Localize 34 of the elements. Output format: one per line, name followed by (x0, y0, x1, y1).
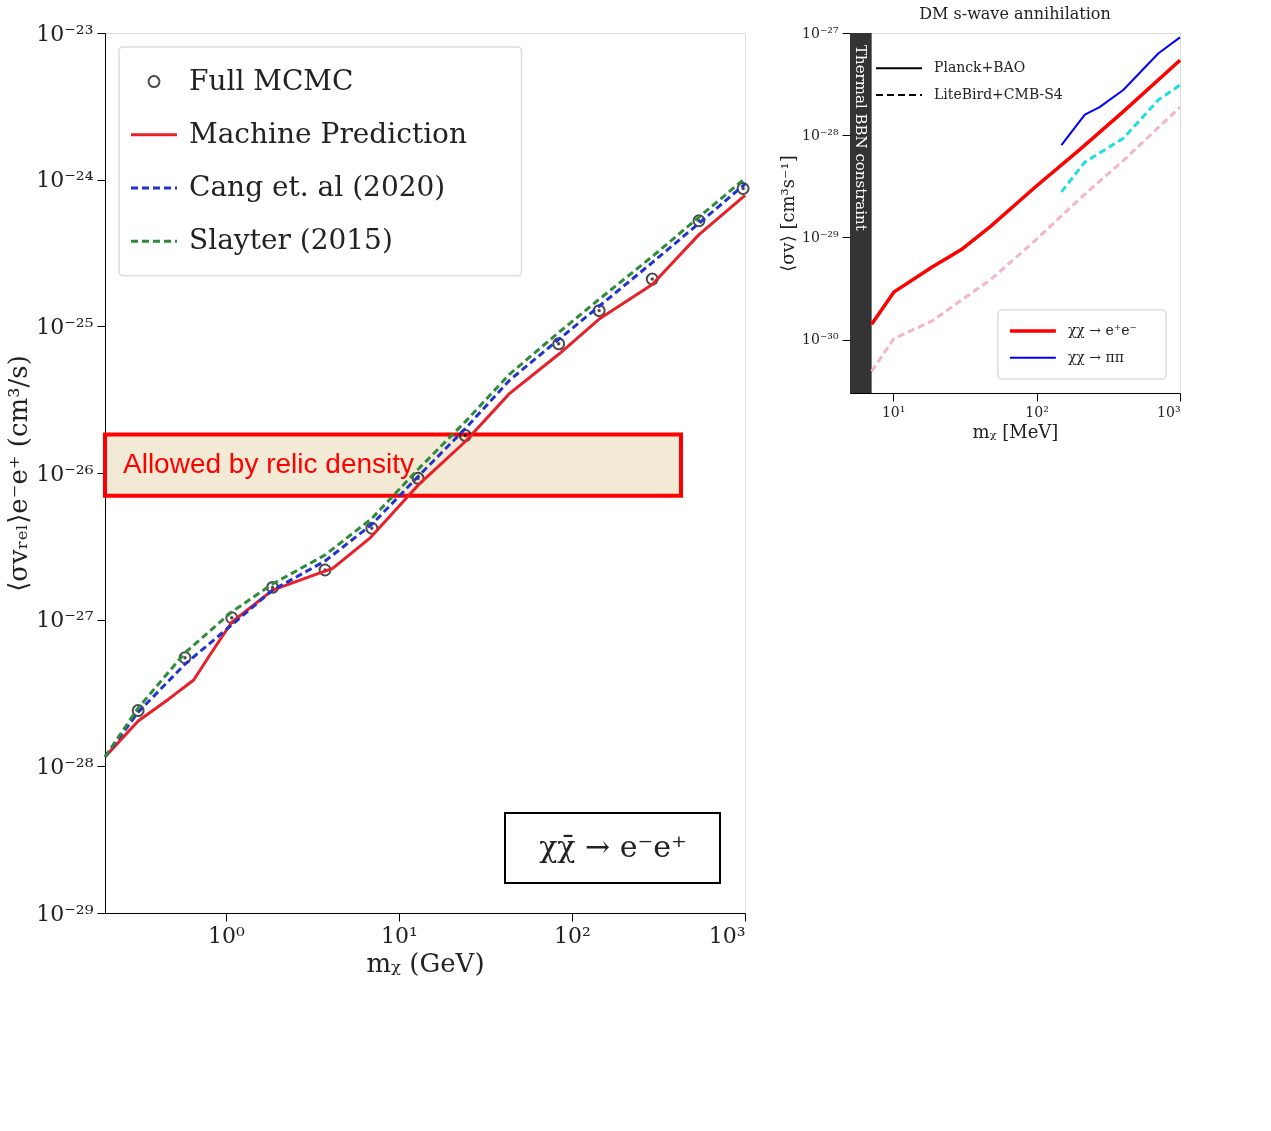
legend-label: χχ → e⁺e⁻ (1067, 322, 1137, 339)
x-axis-title: mᵪ [MeV] (972, 420, 1059, 442)
y-tick-label: 10⁻²⁴ (36, 167, 94, 193)
band-label: Allowed by relic density (123, 448, 415, 480)
annotation: χχ̄ → e⁻e⁺ (539, 829, 687, 864)
y-tick-label: 10⁻²⁸ (802, 126, 839, 143)
x-axis-title: mᵪ (GeV) (366, 947, 485, 978)
legend-label: Cang et. al (2020) (189, 170, 446, 203)
y-tick-label: 10⁻²³ (36, 20, 94, 46)
y-tick-label: 10⁻²⁸ (36, 753, 94, 779)
legend-label: Slayter (2015) (189, 223, 393, 257)
x-tick-label: 10² (554, 922, 591, 948)
band-label: Thermal BBN constraint (851, 45, 870, 231)
y-tick-label: 10⁻²⁵ (36, 313, 94, 339)
x-tick-label: 10³ (1157, 403, 1181, 420)
y-tick-label: 10⁻²⁷ (802, 24, 839, 41)
chart-title: DM s-wave annihilation (919, 4, 1111, 23)
legend-label: Machine Prediction (189, 116, 467, 150)
x-tick-label: 10¹ (381, 922, 418, 948)
y-tick-label: 10⁻²⁹ (36, 900, 94, 926)
x-tick-label: 10² (1025, 403, 1049, 420)
y-tick-label: 10⁻²⁹ (802, 228, 839, 245)
y-tick-label: 10⁻²⁶ (36, 460, 94, 486)
y-tick-label: 10⁻²⁷ (36, 607, 94, 633)
annotation: Planck+BAO (934, 59, 1026, 76)
annotation: LiteBird+CMB-S4 (934, 85, 1063, 102)
x-tick-label: 10⁰ (208, 922, 246, 948)
y-axis-title: ⟨σv⟩ [cm³s⁻¹] (777, 155, 799, 272)
y-axis-title: ⟨σvᵣₑₗ⟩e⁻e⁺ (cm³/s) (3, 355, 34, 592)
x-tick-label: 10¹ (881, 403, 906, 420)
legend-label: χχ → ππ (1067, 348, 1124, 365)
x-tick-label: 10³ (708, 922, 746, 948)
y-tick-label: 10⁻³⁰ (802, 331, 839, 348)
legend-label: Full MCMC (189, 63, 354, 97)
